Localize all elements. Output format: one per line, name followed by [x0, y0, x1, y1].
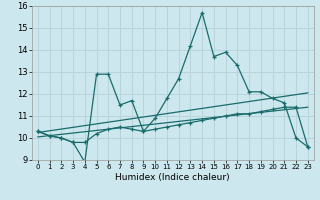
- X-axis label: Humidex (Indice chaleur): Humidex (Indice chaleur): [116, 173, 230, 182]
